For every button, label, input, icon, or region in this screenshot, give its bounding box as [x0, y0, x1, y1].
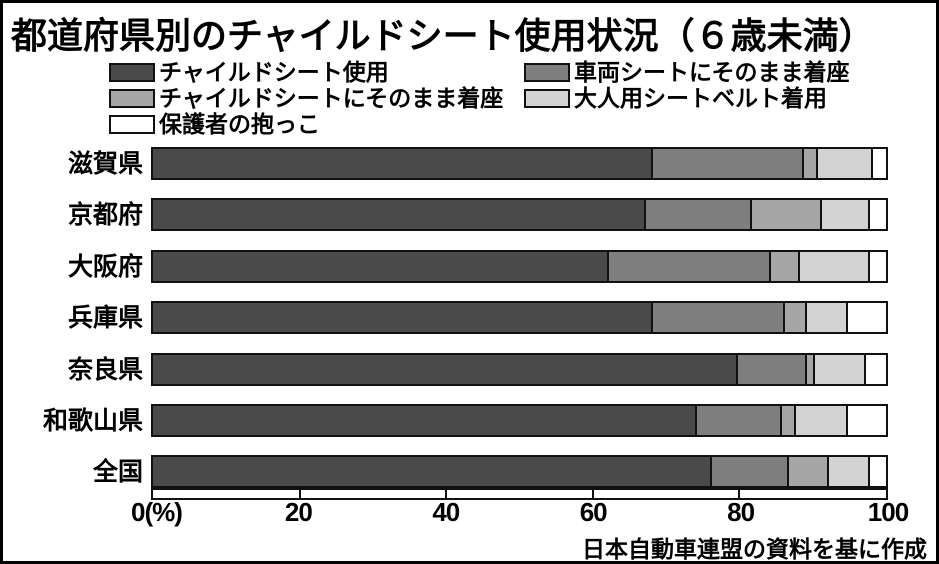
- bar-segment: [801, 149, 817, 178]
- bar-segment: [816, 149, 872, 178]
- legend-item: 車両シートにそのまま着座: [524, 59, 850, 85]
- bar-segment: [845, 406, 886, 435]
- bar-segment: [153, 149, 652, 178]
- axis-tick-label: 100: [867, 497, 909, 527]
- bar-segment: [153, 406, 696, 435]
- bar-segment: [153, 303, 652, 332]
- legend-swatch-icon: [524, 88, 570, 108]
- legend-swatch-icon: [109, 114, 155, 134]
- category-label: 大阪府: [67, 253, 143, 281]
- bar-segment: [153, 200, 645, 229]
- bar-segment: [695, 406, 780, 435]
- axis-tick-label: 20: [284, 497, 313, 527]
- legend-label: 車両シートにそのまま着座: [574, 58, 850, 85]
- legend-label: 保護者の抱っこ: [159, 110, 320, 137]
- legend-item: 大人用シートベルト着用: [524, 85, 850, 111]
- legend-swatch-icon: [109, 88, 155, 108]
- legend-item: チャイルドシート使用: [109, 59, 503, 85]
- legend-label: 大人用シートベルト着用: [574, 84, 827, 111]
- category-label: 京都府: [67, 201, 143, 229]
- bar-segment: [871, 149, 886, 178]
- bar-segment: [644, 200, 751, 229]
- axis-tick: [591, 490, 594, 498]
- bar-segment: [845, 303, 886, 332]
- bar-segment: [820, 200, 868, 229]
- category-label: 和歌山県: [42, 407, 143, 435]
- legend-label: チャイルドシートにそのまま着座: [159, 84, 504, 111]
- axis-tick-label: 0(%): [131, 497, 183, 527]
- bar-segment: [651, 149, 802, 178]
- bar-segment: [651, 303, 784, 332]
- axis-tick-label: 60: [579, 497, 608, 527]
- bar-segment: [805, 303, 846, 332]
- bar-segment: [787, 457, 828, 486]
- legend-column-1: チャイルドシート使用 チャイルドシートにそのまま着座 保護者の抱っこ: [109, 59, 503, 137]
- x-axis-labels: 0(%) 20 40 60 80 100: [131, 497, 909, 527]
- category-label: 全国: [92, 458, 143, 486]
- bar-segment: [794, 406, 846, 435]
- bar-segment: [735, 355, 806, 384]
- axis-tick: [738, 490, 741, 498]
- bar-segment: [863, 355, 886, 384]
- bar-segment: [153, 457, 711, 486]
- legend-item: 保護者の抱っこ: [109, 111, 503, 137]
- legend-item: チャイルドシートにそのまま着座: [109, 85, 503, 111]
- axis-tick-label: 40: [432, 497, 460, 527]
- bar-segment: [750, 200, 821, 229]
- stacked-bar: [151, 455, 888, 488]
- legend-label: チャイルドシート使用: [159, 58, 389, 85]
- x-axis: [151, 488, 888, 500]
- legend-swatch-icon: [524, 62, 570, 82]
- stacked-bar: [151, 301, 888, 334]
- stacked-bar: [151, 250, 888, 283]
- stacked-bar: [151, 404, 888, 437]
- source-note: 日本自動車連盟の資料を基に作成: [582, 536, 927, 562]
- bar-segment: [827, 457, 868, 486]
- bar-segment: [153, 355, 736, 384]
- bar-segment: [805, 355, 813, 384]
- bar-segment: [867, 457, 886, 486]
- category-label: 兵庫県: [67, 304, 143, 332]
- legend-column-2: 車両シートにそのまま着座 大人用シートベルト着用: [524, 59, 850, 111]
- category-label: 滋賀県: [67, 150, 143, 178]
- bar-segment: [779, 406, 795, 435]
- bar-segment: [798, 252, 868, 281]
- legend-swatch-icon: [109, 62, 155, 82]
- bar-segment: [867, 200, 886, 229]
- bar-segment: [812, 355, 864, 384]
- stacked-bar: [151, 353, 888, 386]
- bar-segment: [768, 252, 799, 281]
- chart-title: 都道府県別のチャイルドシート使用状況（６歳未満）: [11, 15, 875, 56]
- axis-tick: [445, 490, 448, 498]
- axis-tick-label: 80: [727, 497, 755, 527]
- bar-segment: [153, 252, 608, 281]
- axis-tick: [298, 490, 301, 498]
- category-label: 奈良県: [67, 356, 143, 384]
- bar-segment: [867, 252, 886, 281]
- stacked-bar: [151, 198, 888, 231]
- bar-segment: [710, 457, 788, 486]
- bar-segment: [783, 303, 806, 332]
- stacked-bar: [151, 147, 888, 180]
- bar-segment: [607, 252, 769, 281]
